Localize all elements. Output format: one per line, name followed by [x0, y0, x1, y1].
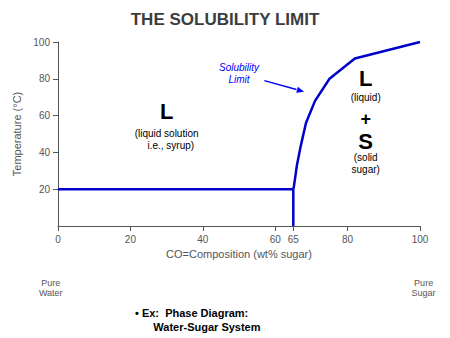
svg-text:100: 100 [33, 37, 50, 48]
svg-text:60: 60 [39, 110, 51, 121]
svg-text:Temperature (°C): Temperature (°C) [11, 92, 23, 176]
svg-text:(solid: (solid [354, 152, 378, 163]
svg-text:Pure: Pure [41, 278, 60, 288]
svg-text:(liquid): (liquid) [351, 92, 381, 103]
svg-text:40: 40 [197, 234, 209, 245]
svg-text:L: L [359, 66, 372, 91]
svg-text:• Ex: Phase Diagram:: • Ex: Phase Diagram: [135, 307, 248, 319]
svg-text:THE SOLUBILITY LIMIT: THE SOLUBILITY LIMIT [131, 10, 320, 29]
svg-text:65: 65 [288, 234, 300, 245]
svg-text:i.e., syrup): i.e., syrup) [139, 140, 194, 151]
svg-text:+: + [360, 109, 371, 129]
svg-text:Water: Water [39, 288, 63, 298]
svg-text:40: 40 [39, 147, 51, 158]
svg-text:(liquid solution: (liquid solution [135, 128, 199, 139]
svg-text:20: 20 [39, 184, 51, 195]
svg-text:80: 80 [342, 234, 354, 245]
svg-text:L: L [160, 99, 173, 124]
svg-text:60: 60 [270, 234, 282, 245]
svg-text:20: 20 [125, 234, 137, 245]
svg-text:80: 80 [39, 73, 51, 84]
svg-text:CO=Composition (wt% sugar): CO=Composition (wt% sugar) [166, 248, 312, 260]
svg-text:Solubility: Solubility [219, 62, 260, 73]
svg-text:Sugar: Sugar [412, 288, 436, 298]
svg-text:sugar): sugar) [352, 164, 380, 175]
svg-text:0: 0 [55, 234, 61, 245]
svg-text:Limit: Limit [228, 74, 250, 85]
svg-text:Pure: Pure [414, 278, 433, 288]
svg-text:S: S [358, 129, 373, 154]
svg-text:100: 100 [412, 234, 429, 245]
svg-text:Water-Sugar System: Water-Sugar System [135, 321, 261, 333]
